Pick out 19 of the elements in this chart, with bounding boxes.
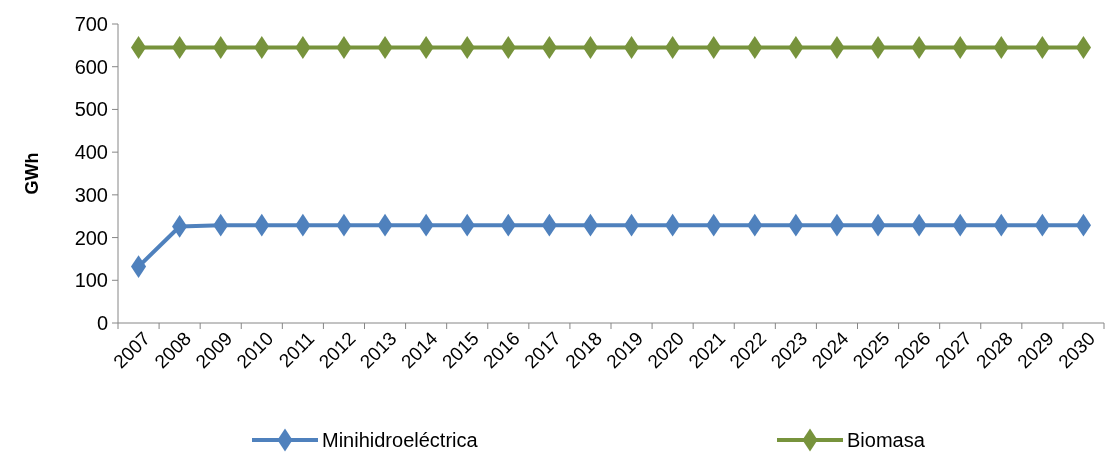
y-axis-title: GWh	[22, 152, 42, 195]
y-tick-label: 600	[74, 55, 108, 78]
point	[623, 213, 640, 237]
y-tick-label: 700	[74, 13, 108, 35]
y-tick-label: 100	[74, 269, 108, 292]
point	[623, 36, 640, 59]
legend-label: Minihidroeléctrica	[322, 429, 479, 451]
point	[582, 213, 599, 237]
y-tick-label: 0	[96, 312, 108, 334]
point	[582, 36, 599, 59]
point	[130, 36, 147, 59]
point	[130, 255, 147, 279]
y-tick-label: 300	[74, 183, 108, 206]
y-tick-label: 400	[74, 141, 108, 164]
point	[1075, 213, 1092, 237]
point	[1075, 36, 1092, 59]
y-tick-label: 500	[74, 98, 108, 121]
y-tick-label: 200	[74, 226, 108, 249]
legend-label: Biomasa	[847, 429, 926, 451]
